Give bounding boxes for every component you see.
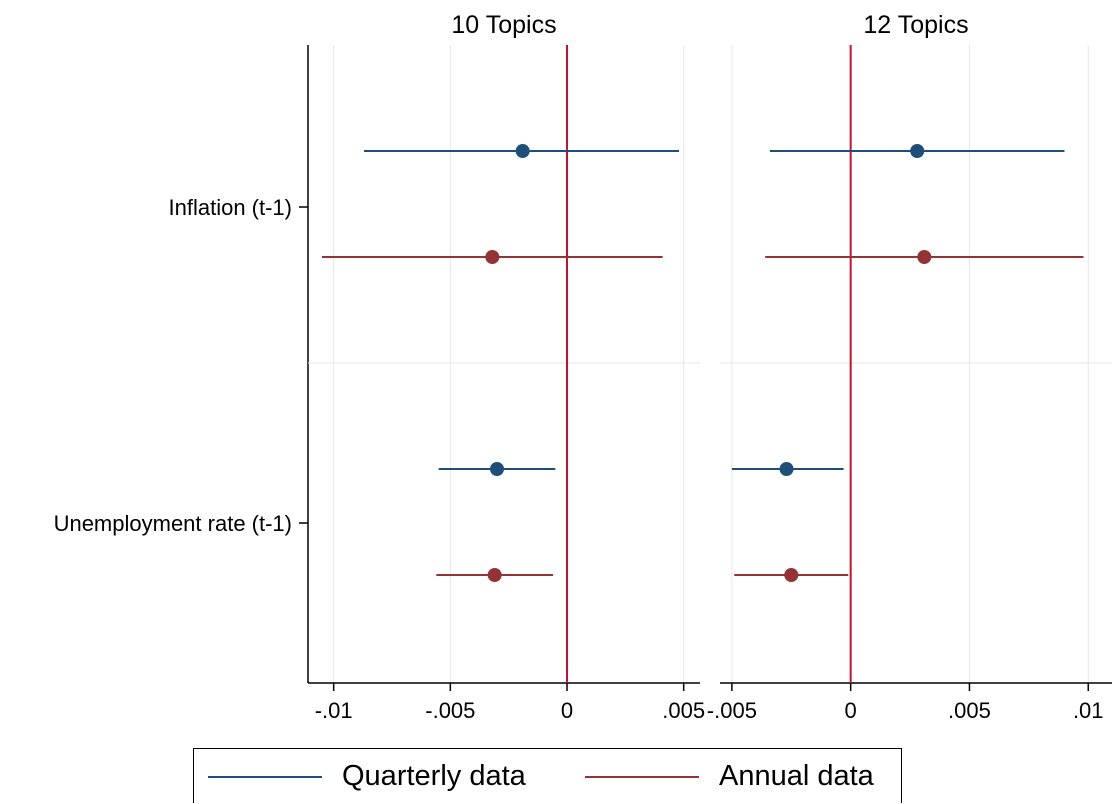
legend-label-annual: Annual data xyxy=(719,760,874,792)
x-tick-label-0-3: .005 xyxy=(662,698,705,723)
panel-title-0: 10 Topics xyxy=(451,11,556,39)
point-estimate-0-1-0 xyxy=(485,250,500,264)
x-tick-label-0-0: -.01 xyxy=(315,698,353,723)
point-estimate-1-1-0 xyxy=(917,250,932,264)
legend-item-quarterly: Quarterly data xyxy=(208,749,526,804)
x-tick-label-0-2: 0 xyxy=(561,698,573,723)
point-estimate-0-0-1 xyxy=(490,462,504,476)
point-estimate-1-1-1 xyxy=(784,568,799,582)
x-tick-label-1-1: 0 xyxy=(845,698,857,723)
panel-0: 10 Topics -.01 -.005 0 .005 xyxy=(308,11,705,723)
point-estimate-1-0-0 xyxy=(910,144,925,158)
legend-item-annual: Annual data xyxy=(585,749,874,804)
y-tick-label-0: Inflation (t-1) xyxy=(169,195,293,220)
x-tick-label-1-0: -.005 xyxy=(707,698,757,723)
legend-swatch-annual xyxy=(585,775,699,778)
point-estimate-0-0-0 xyxy=(515,144,530,158)
x-tick-label-1-3: .01 xyxy=(1073,698,1104,723)
y-tick-label-1: Unemployment rate (t-1) xyxy=(54,511,292,536)
legend-label-quarterly: Quarterly data xyxy=(342,760,526,792)
x-tick-label-0-1: -.005 xyxy=(425,698,475,723)
panel-1: 12 Topics -.005 0 .005 .01 xyxy=(707,11,1112,723)
point-estimate-1-0-1 xyxy=(779,462,794,476)
panel-title-1: 12 Topics xyxy=(863,11,968,39)
x-tick-label-1-2: .005 xyxy=(948,698,991,723)
coefficient-plot: Inflation (t-1) Unemployment rate (t-1) 10… xyxy=(54,11,1112,723)
legend: Quarterly data Annual data xyxy=(193,748,902,803)
point-estimate-0-1-1 xyxy=(487,568,502,582)
legend-swatch-quarterly xyxy=(208,775,322,778)
